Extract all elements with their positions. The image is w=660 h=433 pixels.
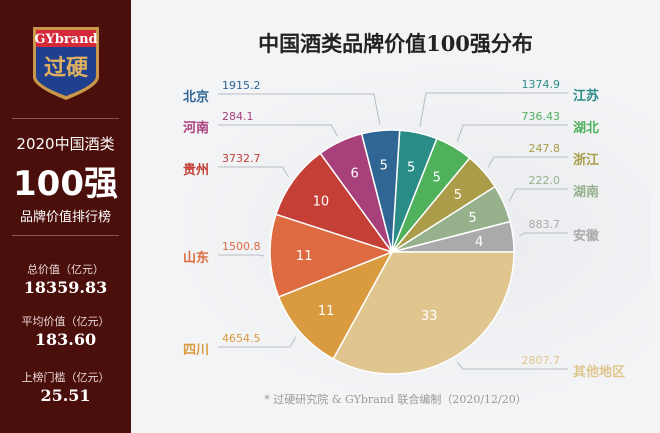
leader-line	[218, 336, 297, 348]
slice-count-label: 11	[318, 304, 335, 319]
slice-count-label: 5	[468, 211, 476, 226]
leader-line	[456, 124, 568, 142]
footnote: * 过硬研究院 & GYbrand 联合编制（2020/12/20）	[264, 393, 527, 406]
big-heading: 100强	[13, 164, 118, 204]
leader-line	[218, 254, 265, 257]
region-name: 河南	[183, 120, 209, 136]
leader-line	[218, 166, 289, 178]
slice-count-label: 11	[296, 249, 313, 264]
region-value: 3732.7	[222, 152, 261, 165]
stat-value: 18359.83	[23, 278, 108, 297]
region-value: 1500.8	[222, 240, 261, 253]
pie-slice	[269, 213, 395, 298]
svg-text:过硬: 过硬	[44, 56, 89, 81]
slice-count-label: 5	[433, 170, 441, 185]
region-value: 222.0	[529, 174, 561, 187]
region-name: 山东	[183, 250, 209, 266]
region-value: 284.1	[222, 110, 254, 123]
region-name: 浙江	[573, 152, 599, 168]
leader-line	[456, 361, 568, 370]
slice-count-label: 4	[475, 235, 483, 250]
gybrand-logo: GYbrand 过硬	[33, 27, 99, 100]
stat-label: 总价值（亿元）	[27, 263, 104, 276]
divider	[12, 118, 119, 119]
leader-line	[487, 156, 568, 168]
slice-count-label: 33	[421, 309, 438, 324]
region-value: 1374.9	[522, 78, 561, 91]
stat-value: 183.60	[34, 330, 97, 349]
pie-slice	[277, 250, 394, 360]
pie-slice	[332, 251, 515, 375]
sub-heading: 品牌价值排行榜	[19, 210, 111, 225]
region-value: 736.43	[522, 110, 561, 123]
stat-label: 平均价值（亿元）	[21, 315, 110, 328]
region-name: 安徽	[573, 228, 600, 244]
divider	[12, 235, 119, 236]
chart-title: 中国酒类品牌价值100强分布	[258, 31, 533, 56]
sidebar: GYbrand 过硬 2020中国酒类 100强 品牌价值排行榜 总价值（亿元）…	[0, 0, 131, 433]
pie-slice	[360, 129, 401, 253]
region-value: 2807.7	[522, 354, 561, 367]
stat-value: 25.51	[40, 386, 91, 405]
region-value: 883.7	[529, 218, 561, 231]
region-value: 247.8	[529, 142, 561, 155]
pie-slice	[275, 152, 394, 254]
region-name: 四川	[183, 343, 209, 358]
leader-line	[509, 188, 568, 202]
stat-label: 上榜门槛（亿元）	[21, 371, 110, 384]
region-name: 其他地区	[573, 364, 625, 380]
region-name: 江苏	[573, 88, 599, 104]
region-name: 北京	[183, 89, 209, 105]
region-name: 贵州	[183, 162, 209, 178]
region-name: 湖北	[573, 121, 599, 136]
svg-text:GYbrand: GYbrand	[34, 32, 97, 47]
leader-line	[218, 93, 381, 125]
slice-count-label: 10	[313, 194, 330, 209]
region-value: 4654.5	[222, 332, 261, 345]
year-line: 2020中国酒类	[16, 135, 115, 153]
region-value: 1915.2	[222, 79, 261, 92]
leader-line	[419, 92, 568, 128]
slice-count-label: 6	[350, 167, 358, 182]
leader-line	[218, 124, 338, 137]
region-name: 湖南	[573, 184, 599, 200]
slice-count-label: 5	[380, 159, 388, 174]
slice-count-label: 5	[454, 188, 462, 203]
leader-line	[518, 232, 568, 237]
slice-count-label: 5	[407, 160, 415, 175]
